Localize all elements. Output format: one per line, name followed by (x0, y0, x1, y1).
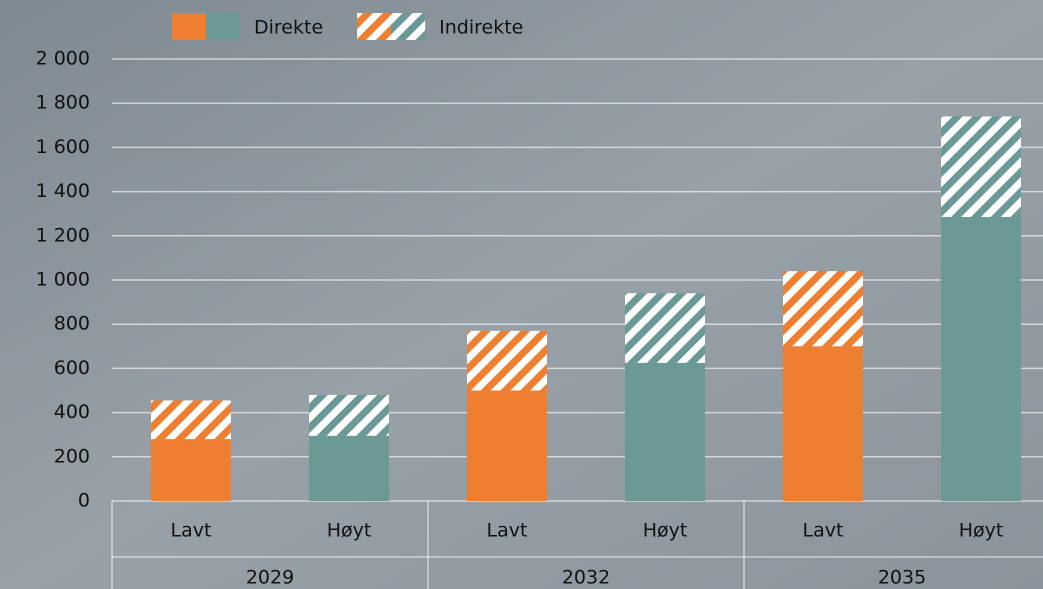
legend-swatch (206, 13, 240, 40)
bar-segment (625, 293, 705, 363)
x-tick-label: Høyt (643, 520, 688, 542)
x-tick-label: Høyt (959, 520, 1004, 542)
bar-segment (151, 439, 231, 501)
group-label: 2035 (878, 567, 926, 589)
legend-swatch (391, 13, 425, 40)
bar-segment (309, 395, 389, 436)
bar-segment (783, 271, 863, 346)
y-tick-label: 800 (54, 313, 90, 335)
x-tick-label: Høyt (327, 520, 372, 542)
x-tick-label: Lavt (803, 520, 844, 542)
legend-swatch (172, 13, 206, 40)
y-tick-label: 1 800 (36, 92, 90, 114)
bar-segment (941, 217, 1021, 501)
bar-segment (309, 436, 389, 501)
y-tick-label: 200 (54, 445, 90, 467)
legend-label: Direkte (254, 17, 323, 39)
x-tick-label: Lavt (171, 520, 212, 542)
legend-label: Indirekte (439, 17, 523, 39)
bar-segment (783, 346, 863, 501)
legend-swatch (357, 13, 391, 40)
x-tick-label: Lavt (487, 520, 528, 542)
y-tick-label: 1 000 (36, 269, 90, 291)
y-tick-label: 2 000 (36, 48, 90, 70)
bar-segment (467, 331, 547, 391)
chart: 0 200 400 600 800 1 000 1 200 1 400 1 600 1 800 2 … (0, 0, 1043, 589)
group-label: 2029 (246, 567, 294, 589)
y-tick-label: 400 (54, 401, 90, 423)
y-tick-label: 1 600 (36, 136, 90, 158)
bar-segment (151, 400, 231, 439)
y-tick-label: 1 400 (36, 180, 90, 202)
group-label: 2032 (562, 567, 610, 589)
y-tick-label: 0 (78, 490, 90, 512)
bar-segment (941, 116, 1021, 217)
bar-segment (625, 363, 705, 501)
y-tick-label: 1 200 (36, 224, 90, 246)
bar-segment (467, 391, 547, 502)
y-tick-label: 600 (54, 357, 90, 379)
